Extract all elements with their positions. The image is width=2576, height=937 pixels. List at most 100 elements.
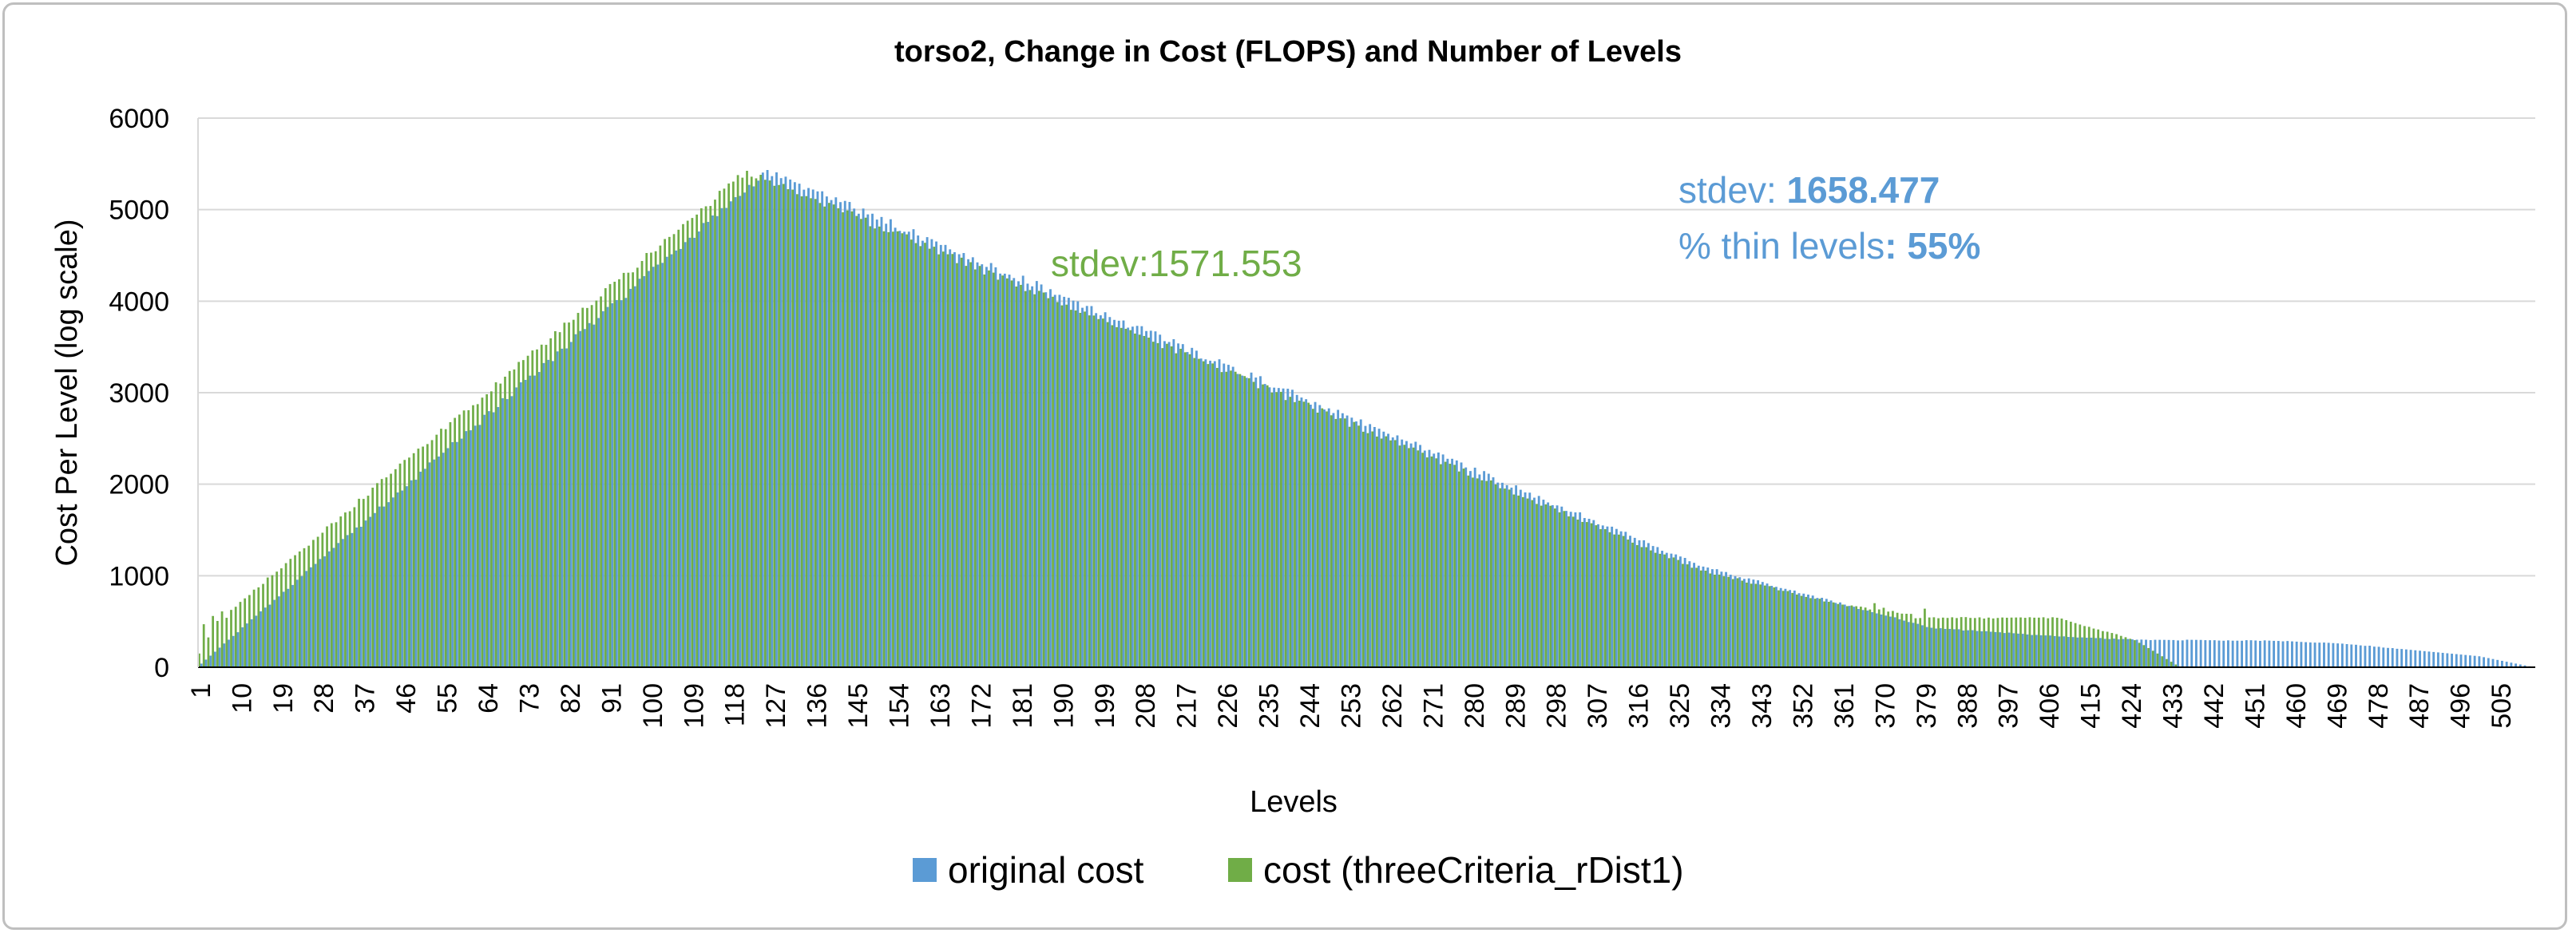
bar xyxy=(1957,629,1960,667)
bar xyxy=(1919,618,1922,667)
bar xyxy=(1558,512,1561,667)
bar xyxy=(702,223,705,667)
bar xyxy=(1305,399,1308,667)
bar xyxy=(1138,334,1141,667)
bar xyxy=(417,449,420,667)
bar xyxy=(489,391,493,667)
bar xyxy=(1284,400,1287,667)
bar xyxy=(1797,593,1801,667)
bar xyxy=(595,300,598,667)
x-tick-label: 28 xyxy=(309,683,339,714)
bar xyxy=(1601,525,1604,667)
bar xyxy=(1967,630,1969,667)
bar xyxy=(632,272,634,667)
x-tick-label: 397 xyxy=(1994,683,2024,729)
bar xyxy=(1994,631,1997,667)
bar xyxy=(1455,460,1458,667)
bar xyxy=(524,379,527,667)
bar xyxy=(1667,558,1670,667)
bar xyxy=(973,269,977,667)
bar xyxy=(209,655,212,667)
bar xyxy=(1597,524,1599,667)
bar xyxy=(1871,611,1873,667)
x-tick-label: 505 xyxy=(2487,683,2517,729)
bar xyxy=(497,406,500,667)
bar xyxy=(339,516,343,667)
bar xyxy=(1273,387,1276,667)
bar xyxy=(1359,419,1362,667)
bar xyxy=(752,186,755,667)
bar xyxy=(894,227,897,667)
bar xyxy=(266,577,269,667)
bar xyxy=(1991,618,1995,667)
bar xyxy=(1962,630,1965,667)
bar xyxy=(1382,431,1385,667)
bar xyxy=(1487,473,1490,667)
bar xyxy=(1366,433,1369,667)
bar xyxy=(2291,641,2293,667)
bar xyxy=(656,264,660,667)
bar xyxy=(1177,343,1179,667)
bar xyxy=(387,502,390,667)
bar xyxy=(533,375,536,667)
bar xyxy=(2286,641,2289,667)
bar xyxy=(910,239,913,667)
bar xyxy=(1151,342,1155,667)
bar xyxy=(1880,614,1883,667)
bar xyxy=(1893,617,1896,667)
bar xyxy=(1428,449,1431,667)
bar xyxy=(2060,619,2063,667)
bar xyxy=(2134,640,2136,667)
bar xyxy=(2113,639,2115,667)
x-tick-label: 208 xyxy=(1131,683,1161,729)
bar xyxy=(1775,587,1777,667)
bar xyxy=(563,322,566,667)
bar xyxy=(2055,618,2059,667)
bar xyxy=(875,219,878,667)
bar xyxy=(960,257,963,668)
bar xyxy=(2222,640,2225,667)
bar xyxy=(568,322,570,667)
bar xyxy=(1944,628,1947,667)
bar xyxy=(1323,409,1326,667)
bar xyxy=(1725,571,1728,667)
bar xyxy=(1417,450,1420,667)
x-tick-label: 478 xyxy=(2364,683,2394,729)
bar xyxy=(709,206,712,667)
bar xyxy=(1973,618,1976,667)
bar xyxy=(1309,405,1312,667)
bar xyxy=(2227,640,2229,667)
bar xyxy=(245,623,248,667)
bar xyxy=(248,595,251,667)
bar xyxy=(284,563,287,667)
bar xyxy=(433,459,436,667)
bar xyxy=(784,176,787,668)
bar xyxy=(2003,633,2006,667)
bar xyxy=(686,220,689,667)
bar xyxy=(371,488,375,667)
bar xyxy=(684,242,687,667)
bar xyxy=(1401,439,1404,667)
bar xyxy=(696,214,698,667)
bar xyxy=(422,446,424,667)
bar xyxy=(391,497,394,667)
bar xyxy=(378,506,381,667)
bar xyxy=(2213,640,2216,667)
bar xyxy=(2090,637,2093,667)
bar xyxy=(2138,642,2141,667)
bar xyxy=(1729,575,1732,667)
series-three-criteria-cost xyxy=(198,170,2178,668)
bar xyxy=(542,362,545,667)
bar xyxy=(2241,640,2244,667)
bar xyxy=(1704,571,1707,667)
x-tick-label: 100 xyxy=(638,683,668,729)
bar xyxy=(949,249,952,667)
bar xyxy=(1065,304,1068,667)
bar xyxy=(1344,418,1346,667)
bar xyxy=(1674,554,1678,667)
bar xyxy=(1005,278,1009,667)
bar xyxy=(816,191,819,667)
bar xyxy=(1010,280,1013,667)
bar xyxy=(1603,529,1607,667)
bar xyxy=(531,350,534,667)
